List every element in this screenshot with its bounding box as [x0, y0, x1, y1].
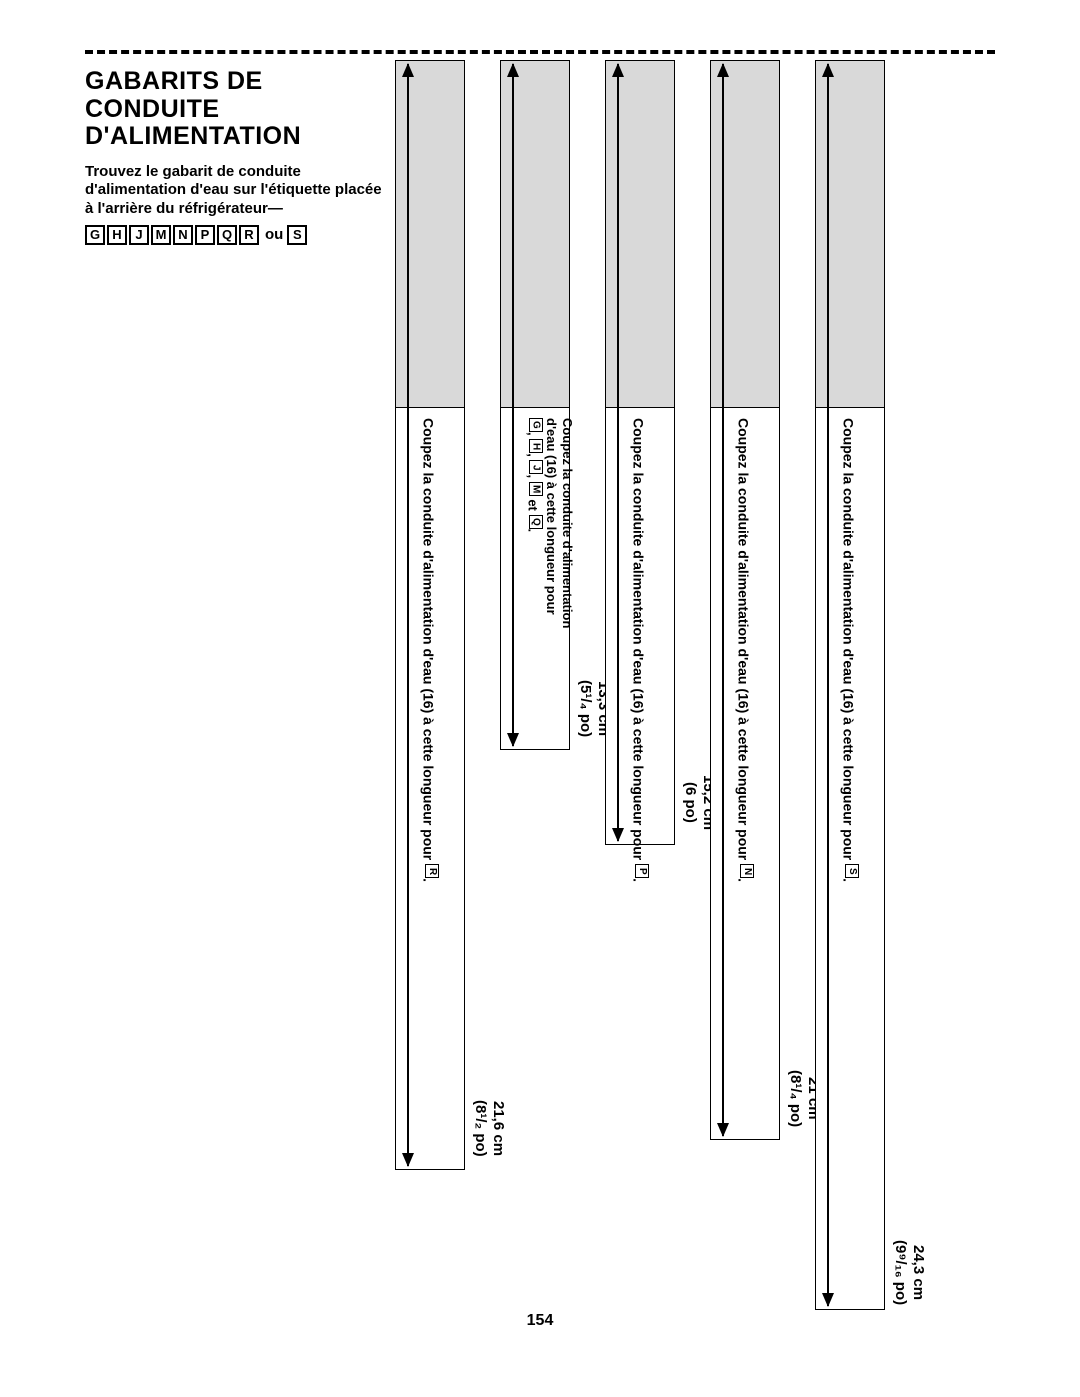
code-box-sm-q: Q — [529, 515, 543, 529]
template-instruction: Coupez la conduite d'alimentation d'eau … — [629, 418, 649, 882]
template-gray-region — [500, 60, 570, 408]
code-box-p: P — [195, 225, 215, 245]
codes-conjunction: ou — [265, 226, 283, 243]
code-box-g: G — [85, 225, 105, 245]
template-r: Coupez la conduite d'alimentation d'eau … — [395, 60, 465, 1170]
code-box-r: R — [239, 225, 259, 245]
code-box-n: N — [173, 225, 193, 245]
code-box-s: S — [287, 225, 307, 245]
template-instruction: Coupez la conduite d'alimentation d'eau … — [419, 418, 439, 882]
code-box-q: Q — [217, 225, 237, 245]
code-box-sm-j: J — [529, 460, 543, 474]
page-number: 154 — [85, 1312, 995, 1330]
measurement-arrow — [407, 64, 409, 1166]
page-subtitle: Trouvez le gabarit de conduite d'aliment… — [85, 163, 385, 219]
code-box-sm-h: H — [529, 439, 543, 453]
code-box-sm-g: G — [529, 418, 543, 432]
template-gray-region — [605, 60, 675, 408]
template-gray-region — [815, 60, 885, 408]
header-block: GABARITS DE CONDUITE D'ALIMENTATION Trou… — [85, 68, 385, 245]
measurement-label: 21,6 cm(8¹/₂ po) — [471, 1100, 507, 1157]
code-box-sm-s: S — [845, 864, 859, 878]
page-title: GABARITS DE CONDUITE D'ALIMENTATION — [85, 68, 385, 151]
template-instruction: Coupez la conduite d'alimentation d'eau … — [839, 418, 859, 882]
template-s: Coupez la conduite d'alimentation d'eau … — [815, 60, 885, 1310]
measurement-arrow — [827, 64, 829, 1306]
template-instruction: Coupez la conduite d'alimentationd'eau (… — [524, 418, 575, 628]
cut-line — [85, 50, 995, 54]
code-box-sm-r: R — [425, 864, 439, 878]
template-n: Coupez la conduite d'alimentation d'eau … — [710, 60, 780, 1140]
template-gray-region — [395, 60, 465, 408]
template-gray-region — [710, 60, 780, 408]
template-p: Coupez la conduite d'alimentation d'eau … — [605, 60, 675, 845]
measurement-label: 24,3 cm(9⁹/₁₆ po) — [891, 1240, 927, 1305]
code-box-j: J — [129, 225, 149, 245]
template-instruction: Coupez la conduite d'alimentation d'eau … — [734, 418, 754, 882]
measurement-arrow — [722, 64, 724, 1136]
measurement-arrow — [512, 64, 514, 746]
code-box-sm-p: P — [635, 864, 649, 878]
letter-codes-row: GHJMNPQRouS — [85, 225, 385, 245]
code-box-sm-n: N — [740, 864, 754, 878]
code-box-m: M — [151, 225, 171, 245]
template-ghjmq: Coupez la conduite d'alimentationd'eau (… — [500, 60, 570, 750]
measurement-arrow — [617, 64, 619, 841]
code-box-sm-m: M — [529, 482, 543, 496]
code-box-h: H — [107, 225, 127, 245]
templates-area: Coupez la conduite d'alimentation d'eau … — [395, 60, 995, 1320]
